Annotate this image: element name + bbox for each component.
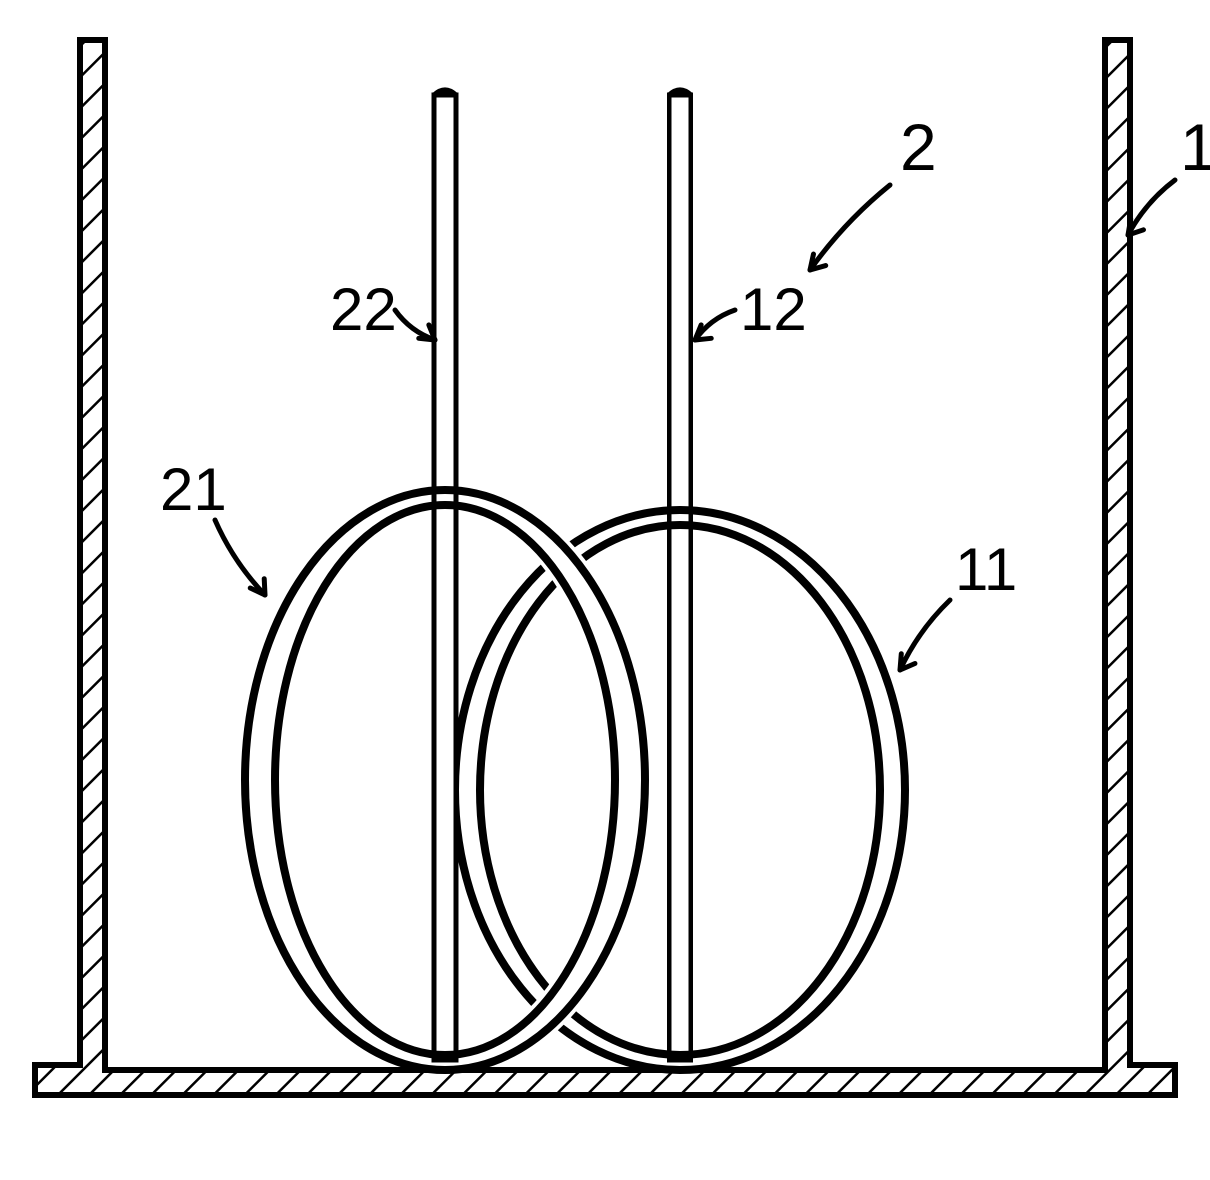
label-2: 2 xyxy=(900,110,937,184)
shaft-22 xyxy=(434,90,456,1060)
leader-lines xyxy=(215,180,1175,670)
label-22: 22 xyxy=(330,276,397,343)
label-11: 11 xyxy=(955,536,1017,603)
label-21: 21 xyxy=(160,456,227,523)
shaft-12 xyxy=(669,90,691,1060)
technical-diagram: 1 2 11 12 21 22 xyxy=(0,0,1210,1180)
label-1: 1 xyxy=(1180,110,1210,184)
label-12: 12 xyxy=(740,276,807,343)
